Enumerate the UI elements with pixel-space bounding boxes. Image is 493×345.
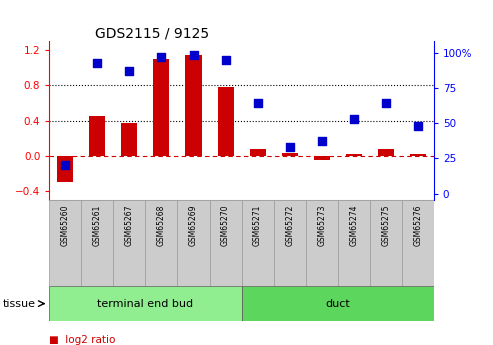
Text: GSM65275: GSM65275: [381, 204, 390, 246]
Point: [157, 54, 165, 60]
Point: [414, 123, 422, 129]
Text: terminal end bud: terminal end bud: [98, 299, 193, 308]
Bar: [346, 154, 362, 156]
Bar: [370, 200, 402, 286]
Bar: [89, 116, 106, 156]
Text: ■  log2 ratio: ■ log2 ratio: [49, 335, 116, 345]
Text: GSM65261: GSM65261: [93, 204, 102, 246]
Point: [189, 53, 197, 58]
Bar: [242, 200, 274, 286]
Text: GSM65269: GSM65269: [189, 204, 198, 246]
Text: GSM65268: GSM65268: [157, 204, 166, 246]
Bar: [282, 154, 298, 156]
Text: GSM65267: GSM65267: [125, 204, 134, 246]
Bar: [49, 200, 81, 286]
Bar: [402, 200, 434, 286]
Text: GSM65274: GSM65274: [349, 204, 358, 246]
Bar: [81, 200, 113, 286]
Bar: [185, 55, 202, 156]
Bar: [306, 200, 338, 286]
Bar: [314, 156, 330, 159]
Bar: [217, 87, 234, 156]
Point: [350, 116, 357, 122]
Point: [317, 139, 325, 144]
Bar: [177, 200, 210, 286]
Bar: [249, 149, 266, 156]
Text: GSM65270: GSM65270: [221, 204, 230, 246]
Bar: [242, 286, 434, 321]
Text: GSM65273: GSM65273: [317, 204, 326, 246]
Bar: [121, 122, 138, 156]
Text: GDS2115 / 9125: GDS2115 / 9125: [96, 26, 210, 40]
Bar: [145, 200, 177, 286]
Point: [61, 163, 69, 168]
Point: [253, 101, 261, 106]
Text: GSM65260: GSM65260: [61, 204, 70, 246]
Point: [221, 57, 229, 62]
Bar: [210, 200, 242, 286]
Point: [125, 68, 133, 74]
Bar: [49, 286, 242, 321]
Bar: [378, 149, 394, 156]
Point: [286, 144, 294, 150]
Bar: [57, 156, 73, 183]
Bar: [410, 154, 426, 156]
Text: tissue: tissue: [2, 299, 35, 308]
Bar: [153, 59, 170, 156]
Point: [382, 101, 389, 106]
Text: GSM65271: GSM65271: [253, 204, 262, 246]
Bar: [113, 200, 145, 286]
Text: GSM65272: GSM65272: [285, 204, 294, 246]
Point: [94, 60, 102, 65]
Bar: [274, 200, 306, 286]
Text: GSM65276: GSM65276: [413, 204, 423, 246]
Text: duct: duct: [325, 299, 350, 308]
Bar: [338, 200, 370, 286]
